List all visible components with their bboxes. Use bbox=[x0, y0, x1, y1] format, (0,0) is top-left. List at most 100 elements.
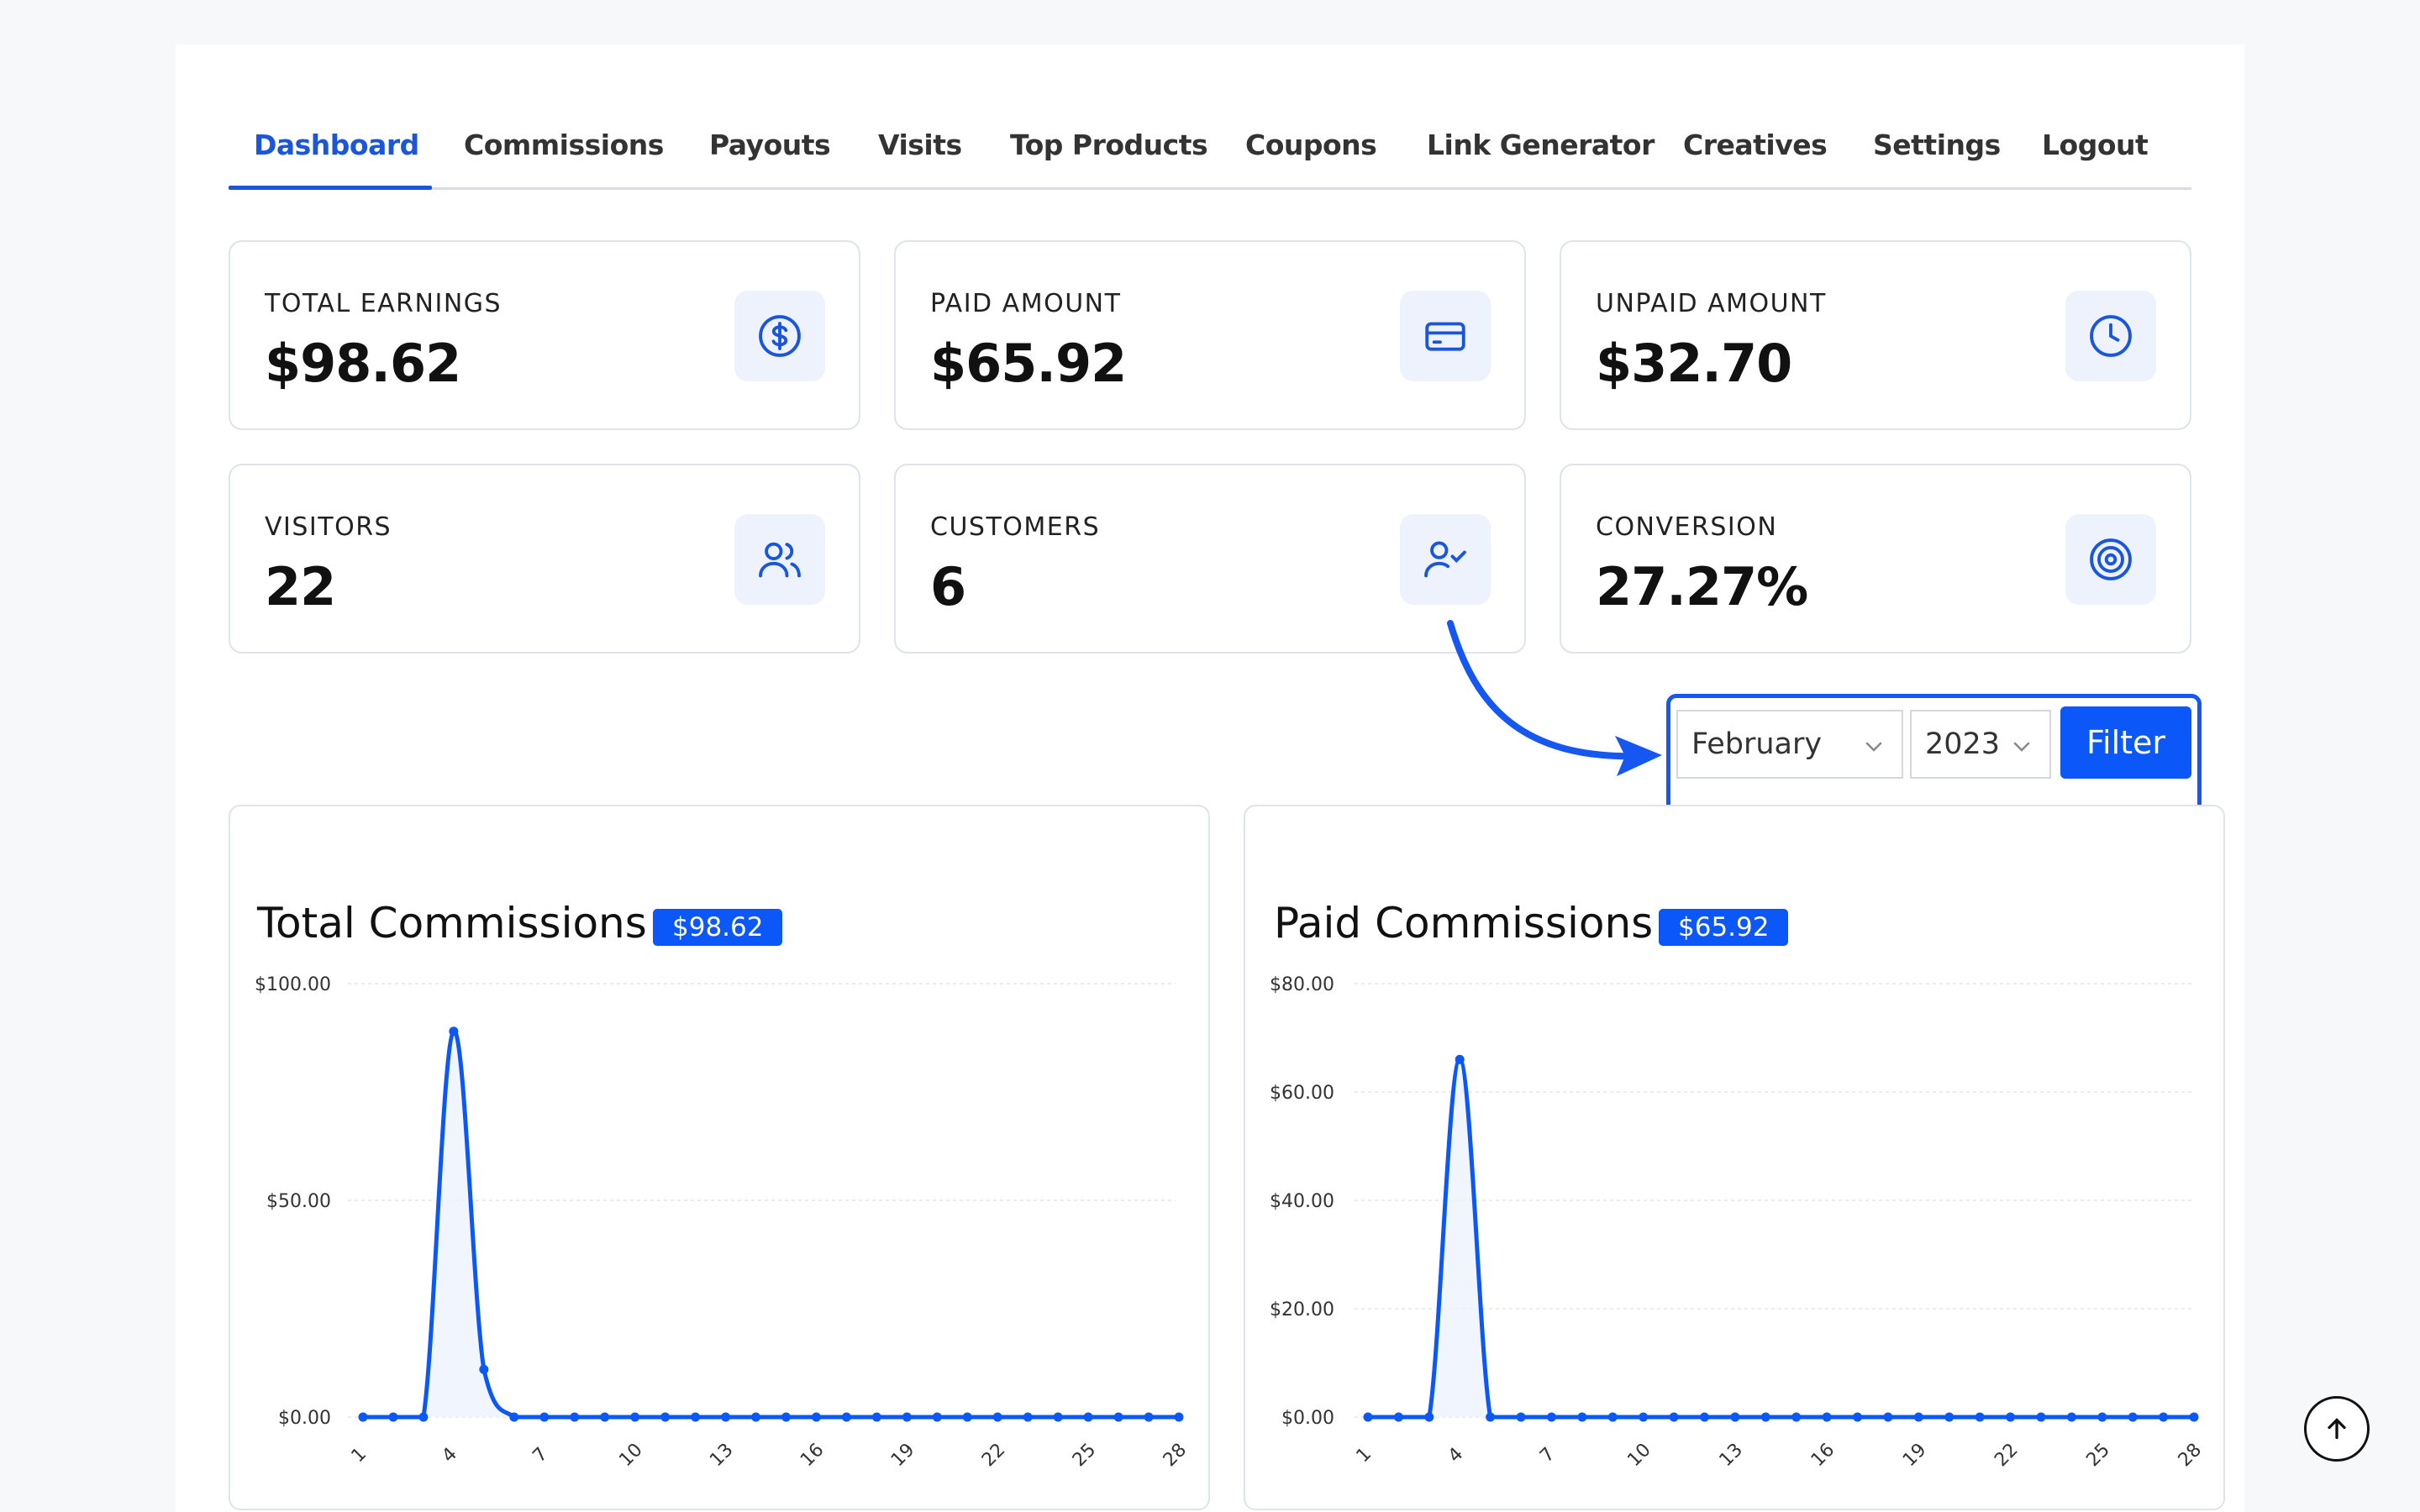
stat-card-customers: CUSTOMERS 6 bbox=[894, 464, 1526, 654]
data-point bbox=[1144, 1412, 1154, 1422]
arrow-up-icon bbox=[2328, 1418, 2346, 1440]
y-tick-label: $0.00 bbox=[1281, 1408, 1334, 1429]
y-tick-label: $0.00 bbox=[278, 1408, 331, 1429]
data-point bbox=[1486, 1412, 1496, 1422]
user-check-icon bbox=[1400, 514, 1491, 605]
x-tick-label: 22 bbox=[978, 1440, 1009, 1471]
y-tick-label: $80.00 bbox=[1270, 974, 1334, 995]
stat-label: CUSTOMERS bbox=[930, 512, 1101, 542]
data-point bbox=[841, 1412, 851, 1422]
data-point bbox=[992, 1412, 1002, 1422]
x-tick-label: 10 bbox=[615, 1440, 646, 1471]
stat-label: UNPAID AMOUNT bbox=[1596, 289, 1827, 318]
x-tick-label: 28 bbox=[2175, 1440, 2206, 1471]
credit-card-icon bbox=[1400, 291, 1491, 381]
data-point bbox=[1363, 1412, 1373, 1422]
x-tick-label: 22 bbox=[1991, 1440, 2022, 1471]
stat-card-paid-amount: PAID AMOUNT $65.92 bbox=[894, 240, 1526, 430]
stat-value: 6 bbox=[930, 556, 966, 617]
data-point bbox=[871, 1412, 881, 1422]
data-point bbox=[1853, 1412, 1863, 1422]
data-point bbox=[781, 1412, 791, 1422]
data-point bbox=[630, 1412, 640, 1422]
data-point bbox=[1393, 1412, 1403, 1422]
y-tick-label: $40.00 bbox=[1270, 1191, 1334, 1212]
x-tick-label: 16 bbox=[797, 1440, 828, 1471]
data-point bbox=[1455, 1054, 1465, 1064]
data-point bbox=[2189, 1412, 2199, 1422]
chart-total-badge: $98.62 bbox=[653, 909, 783, 946]
data-point bbox=[1023, 1412, 1033, 1422]
annotation-arrow-icon bbox=[1447, 620, 1662, 776]
x-tick-label: 7 bbox=[529, 1444, 552, 1467]
stat-label: CONVERSION bbox=[1596, 512, 1778, 542]
data-point bbox=[2159, 1412, 2169, 1422]
nav-top-products[interactable]: Top Products bbox=[1010, 129, 1208, 161]
x-tick-label: 25 bbox=[1069, 1440, 1100, 1471]
year-select-value: 2023 bbox=[1925, 727, 2001, 761]
filter-button[interactable]: Filter bbox=[2060, 706, 2191, 779]
filter-highlight-box: February 2023 Filter bbox=[1666, 694, 2202, 815]
stat-card-conversion: CONVERSION 27.27% bbox=[1560, 464, 2191, 654]
data-point bbox=[358, 1412, 368, 1422]
data-point bbox=[509, 1412, 519, 1422]
stat-card-visitors: VISITORS 22 bbox=[229, 464, 860, 654]
y-tick-label: $50.00 bbox=[266, 1191, 331, 1212]
nav-visits[interactable]: Visits bbox=[878, 129, 962, 161]
data-point bbox=[691, 1412, 701, 1422]
chevron-down-icon bbox=[1865, 742, 1882, 752]
chevron-down-icon bbox=[2013, 742, 2030, 752]
data-point bbox=[1546, 1412, 1556, 1422]
data-point bbox=[1639, 1412, 1649, 1422]
chart-title: Total Commissions bbox=[257, 899, 647, 948]
x-tick-label: 10 bbox=[1623, 1440, 1655, 1471]
series-line bbox=[362, 1029, 1179, 1420]
data-point bbox=[660, 1412, 671, 1422]
paid-commissions-card: Paid Commissions $65.92 $80.00 $60.00 $40.… bbox=[1244, 805, 2225, 1510]
data-point bbox=[751, 1412, 761, 1422]
scroll-to-top-button[interactable] bbox=[2304, 1396, 2370, 1462]
chart-title: Paid Commissions bbox=[1274, 899, 1654, 948]
data-point bbox=[1822, 1412, 1832, 1422]
data-point bbox=[570, 1412, 580, 1422]
y-tick-label: $60.00 bbox=[1270, 1083, 1334, 1104]
data-point bbox=[1053, 1412, 1063, 1422]
stat-label: VISITORS bbox=[265, 512, 392, 542]
month-select[interactable]: February bbox=[1676, 710, 1903, 779]
dollar-circle-icon bbox=[734, 291, 825, 381]
nav-settings[interactable]: Settings bbox=[1873, 129, 2001, 161]
data-point bbox=[932, 1412, 942, 1422]
x-tick-label: 4 bbox=[439, 1444, 462, 1467]
nav-commissions[interactable]: Commissions bbox=[464, 129, 664, 161]
nav-coupons[interactable]: Coupons bbox=[1245, 129, 1377, 161]
nav-creatives[interactable]: Creatives bbox=[1683, 129, 1828, 161]
data-point bbox=[1113, 1412, 1123, 1422]
stat-value: $65.92 bbox=[930, 333, 1127, 394]
data-point bbox=[1083, 1412, 1093, 1422]
stat-value: 22 bbox=[265, 556, 336, 617]
paid-commissions-chart: $80.00 $60.00 $40.00 $20.00 $0.00 1 4 7 10 13 16 19… bbox=[1270, 974, 2206, 1471]
data-point bbox=[1760, 1412, 1770, 1422]
stat-label: TOTAL EARNINGS bbox=[265, 289, 502, 318]
nav-link-generator[interactable]: Link Generator bbox=[1427, 129, 1655, 161]
stat-value: $98.62 bbox=[265, 333, 461, 394]
y-tick-label: $100.00 bbox=[255, 974, 331, 995]
data-point bbox=[2066, 1412, 2076, 1422]
year-select[interactable]: 2023 bbox=[1910, 710, 2051, 779]
data-point bbox=[1975, 1412, 1985, 1422]
x-tick-label: 28 bbox=[1160, 1440, 1191, 1471]
data-point bbox=[2128, 1412, 2138, 1422]
total-commissions-chart: $100.00 $50.00 $0.00 1 4 7 10 13 16 19 22 25 28 bbox=[255, 974, 1191, 1471]
nav-dashboard[interactable]: Dashboard bbox=[254, 129, 419, 161]
data-point bbox=[2097, 1412, 2107, 1422]
nav-logout[interactable]: Logout bbox=[2042, 129, 2149, 161]
data-point bbox=[1174, 1412, 1184, 1422]
clock-icon bbox=[2065, 291, 2156, 381]
nav-payouts[interactable]: Payouts bbox=[709, 129, 831, 161]
data-point bbox=[1516, 1412, 1526, 1422]
x-tick-label: 7 bbox=[1536, 1444, 1560, 1467]
data-point bbox=[1607, 1412, 1618, 1422]
data-point bbox=[1883, 1412, 1893, 1422]
target-icon bbox=[2065, 514, 2156, 605]
data-point bbox=[600, 1412, 610, 1422]
